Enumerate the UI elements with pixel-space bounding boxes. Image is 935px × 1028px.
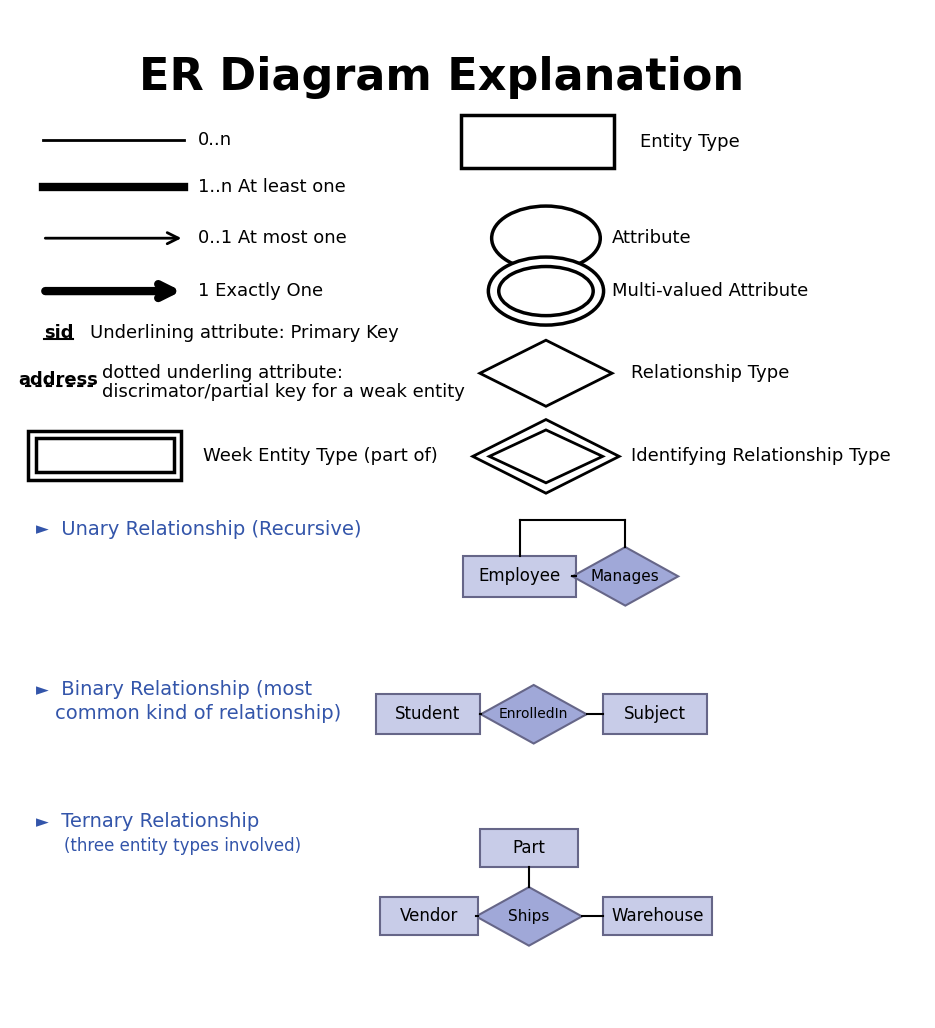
Polygon shape: [481, 685, 586, 743]
Text: Ternary Relationship: Ternary Relationship: [55, 812, 259, 832]
Text: ►: ►: [36, 681, 49, 699]
Text: Identifying Relationship Type: Identifying Relationship Type: [631, 447, 891, 466]
Bar: [603, 897, 712, 935]
Text: Student: Student: [396, 705, 461, 724]
Bar: [28, 431, 181, 480]
Text: Multi-valued Attribute: Multi-valued Attribute: [612, 282, 809, 300]
Polygon shape: [489, 430, 603, 483]
Text: Binary Relationship (most: Binary Relationship (most: [55, 681, 312, 699]
Text: Week Entity Type (part of): Week Entity Type (part of): [203, 447, 438, 466]
Text: 1..n At least one: 1..n At least one: [198, 178, 346, 196]
Ellipse shape: [498, 266, 593, 316]
Text: common kind of relationship): common kind of relationship): [55, 704, 341, 723]
Text: Unary Relationship (Recursive): Unary Relationship (Recursive): [55, 519, 361, 539]
Text: discrimator/partial key for a weak entity: discrimator/partial key for a weak entit…: [102, 383, 465, 401]
Text: Attribute: Attribute: [612, 229, 692, 247]
Text: ER Diagram Explanation: ER Diagram Explanation: [138, 57, 743, 99]
Ellipse shape: [488, 257, 604, 325]
Text: Part: Part: [512, 840, 545, 857]
Text: 0..n: 0..n: [198, 131, 233, 149]
Polygon shape: [572, 547, 678, 605]
Text: Underlining attribute: Primary Key: Underlining attribute: Primary Key: [90, 324, 398, 341]
Text: Ships: Ships: [509, 909, 550, 924]
Text: Subject: Subject: [624, 705, 685, 724]
Ellipse shape: [492, 206, 600, 270]
Bar: [463, 555, 576, 597]
Text: (three entity types involved): (three entity types involved): [65, 837, 301, 854]
Polygon shape: [473, 419, 619, 493]
Bar: [461, 115, 614, 169]
Text: Vendor: Vendor: [399, 908, 458, 925]
Text: ►: ►: [36, 520, 49, 538]
Text: sid: sid: [44, 324, 73, 341]
Bar: [36, 438, 174, 473]
Text: Entity Type: Entity Type: [640, 133, 741, 151]
Text: EnrolledIn: EnrolledIn: [499, 707, 568, 722]
Polygon shape: [480, 340, 612, 406]
Text: Manages: Manages: [591, 568, 660, 584]
Bar: [603, 694, 707, 734]
Text: ►: ►: [36, 813, 49, 831]
Bar: [376, 694, 480, 734]
Bar: [480, 830, 578, 868]
Text: Relationship Type: Relationship Type: [631, 364, 789, 382]
Text: Warehouse: Warehouse: [611, 908, 704, 925]
Text: dotted underling attribute:: dotted underling attribute:: [102, 364, 343, 382]
Text: Employee: Employee: [479, 567, 561, 585]
Text: address: address: [19, 371, 98, 389]
Text: 0..1 At most one: 0..1 At most one: [198, 229, 347, 247]
Bar: [380, 897, 478, 935]
Text: 1 Exactly One: 1 Exactly One: [198, 282, 324, 300]
Polygon shape: [476, 887, 582, 946]
